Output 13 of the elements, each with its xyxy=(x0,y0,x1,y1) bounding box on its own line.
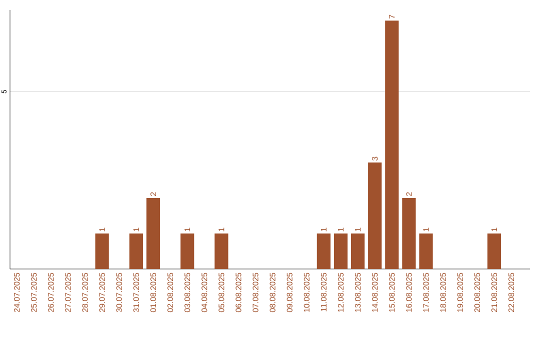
bar xyxy=(419,234,433,269)
bar xyxy=(214,234,228,269)
bar xyxy=(334,234,348,269)
bar xyxy=(487,234,502,269)
bar xyxy=(385,20,399,269)
bar xyxy=(402,198,416,269)
bar xyxy=(129,234,143,269)
bar xyxy=(180,234,194,269)
bar xyxy=(316,234,331,269)
bar xyxy=(350,234,365,269)
bar xyxy=(146,198,160,269)
bar xyxy=(368,162,382,269)
bar xyxy=(95,234,109,269)
